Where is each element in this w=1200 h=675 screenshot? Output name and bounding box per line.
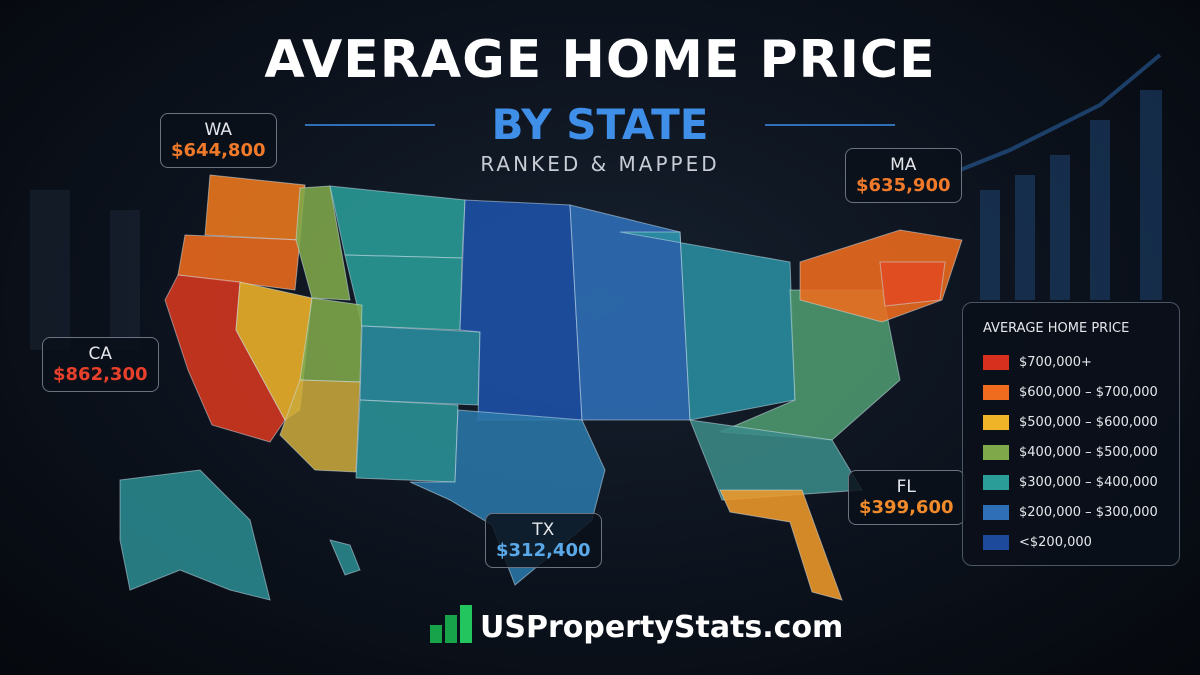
tagline: RANKED & MAPPED	[480, 152, 720, 176]
legend-swatch	[983, 355, 1009, 370]
callout-state: WA	[204, 120, 233, 140]
callout-price: $635,900	[856, 175, 951, 196]
rule	[305, 124, 435, 126]
legend-item: $500,000 – $600,000	[983, 415, 1158, 430]
legend-swatch	[983, 475, 1009, 490]
rule	[765, 124, 895, 126]
legend-swatch	[983, 445, 1009, 460]
title: AVERAGE HOME PRICE	[264, 30, 936, 90]
callout-price: $862,300	[53, 364, 148, 385]
callout-price: $644,800	[171, 140, 266, 161]
legend-title: AVERAGE HOME PRICE	[983, 321, 1130, 336]
legend-label: $500,000 – $600,000	[1019, 415, 1158, 430]
legend-item: $700,000+	[983, 355, 1092, 370]
legend-item: $400,000 – $500,000	[983, 445, 1158, 460]
callout-price: $399,600	[859, 497, 954, 518]
legend-label: $300,000 – $400,000	[1019, 475, 1158, 490]
callout-price: $312,400	[496, 540, 591, 561]
legend: AVERAGE HOME PRICE $700,000+ $600,000 – $…	[962, 302, 1180, 566]
legend-label: <$200,000	[1019, 535, 1092, 550]
subtitle: BY STATE	[491, 100, 709, 149]
callout: CA $862,300	[42, 337, 159, 392]
callout: MA $635,900	[845, 148, 962, 203]
legend-label: $200,000 – $300,000	[1019, 505, 1158, 520]
states	[119, 174, 963, 601]
legend-item: $200,000 – $300,000	[983, 505, 1158, 520]
legend-swatch	[983, 505, 1009, 520]
logo	[430, 605, 472, 643]
callout: TX $312,400	[485, 513, 602, 568]
callout-state: TX	[532, 520, 555, 540]
legend-label: $600,000 – $700,000	[1019, 385, 1158, 400]
legend-label: $700,000+	[1019, 355, 1092, 370]
callout-state: MA	[890, 155, 917, 175]
legend-swatch	[983, 385, 1009, 400]
legend-item: <$200,000	[983, 535, 1092, 550]
legend-item: $600,000 – $700,000	[983, 385, 1158, 400]
legend-item: $300,000 – $400,000	[983, 475, 1158, 490]
callout-state: FL	[896, 477, 916, 497]
legend-swatch	[983, 535, 1009, 550]
callout-state: CA	[88, 344, 113, 364]
callout: WA $644,800	[160, 113, 277, 168]
brand: USPropertyStats.com	[480, 610, 844, 645]
callout: FL $399,600	[848, 470, 965, 525]
legend-label: $400,000 – $500,000	[1019, 445, 1158, 460]
legend-swatch	[983, 415, 1009, 430]
skyline	[30, 53, 1162, 350]
